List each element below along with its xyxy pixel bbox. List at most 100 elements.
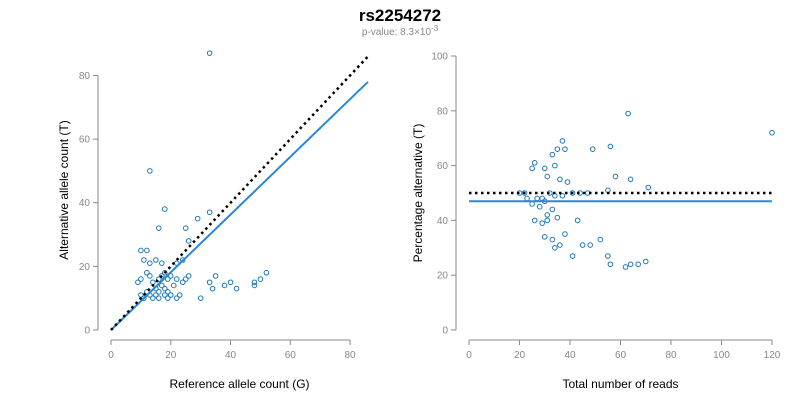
data-point (529, 201, 535, 207)
data-point (164, 289, 171, 295)
data-point (156, 289, 162, 295)
data-point (562, 146, 568, 152)
x-tick-label: 100 (713, 350, 730, 361)
data-point (147, 260, 153, 266)
data-point (167, 292, 174, 298)
subtitle-prefix: p-value: 8.3×10 (362, 27, 432, 38)
y-tick-label: 0 (84, 326, 90, 337)
y-tick-label: 60 (79, 135, 91, 146)
x-tick-label: 60 (285, 350, 297, 361)
data-point (206, 50, 213, 56)
data-point (212, 273, 219, 279)
data-point (531, 160, 538, 166)
data-point (161, 292, 168, 298)
data-point (531, 217, 538, 224)
data-point (597, 236, 604, 243)
data-point (552, 162, 558, 169)
x-tick-label: 80 (665, 350, 677, 361)
data-point (147, 168, 153, 174)
data-point (164, 276, 171, 282)
data-point (627, 261, 634, 268)
x-tick-label: 120 (764, 350, 781, 361)
data-point (554, 146, 561, 152)
data-point (233, 285, 240, 292)
data-point (179, 279, 186, 286)
data-point (173, 276, 180, 282)
data-point (541, 165, 548, 172)
x-tick-label: 80 (345, 350, 357, 361)
data-point (645, 184, 652, 191)
data-point (227, 279, 234, 286)
subtitle-exponent: -3 (431, 24, 439, 33)
y-axis-title: Alternative allele count (T) (57, 120, 71, 259)
data-point (150, 295, 156, 301)
data-point (627, 176, 634, 183)
data-point (544, 173, 551, 180)
data-point (159, 273, 165, 279)
scatter-panel-allele-counts: 0 20 40 60 80 0 20 40 60 80 Reference allele count… (57, 50, 369, 391)
data-point (559, 192, 566, 199)
data-point (159, 260, 165, 266)
data-point (156, 295, 162, 301)
figure-title: rs2254272 (359, 6, 441, 25)
data-point (579, 242, 586, 248)
data-point (549, 206, 556, 213)
y-tick-label: 40 (79, 198, 91, 209)
data-point (569, 190, 576, 196)
data-point (159, 282, 165, 289)
data-point (529, 165, 535, 172)
data-point (257, 276, 264, 282)
data-point (587, 242, 594, 248)
data-point (153, 257, 159, 263)
data-point (574, 217, 581, 224)
data-point (251, 282, 258, 289)
x-axis-title: Total number of reads (562, 377, 678, 391)
data-point (197, 295, 204, 301)
y-tick-label: 100 (431, 52, 448, 63)
data-point (176, 292, 183, 298)
data-point (552, 245, 558, 251)
y-tick-label: 0 (442, 326, 448, 337)
data-point (179, 257, 186, 263)
reference-line (110, 55, 369, 331)
data-point (144, 269, 150, 276)
data-point (138, 247, 144, 254)
data-point (589, 146, 596, 152)
data-point (544, 212, 551, 218)
data-point (221, 282, 228, 289)
data-point (607, 261, 614, 268)
data-point (622, 264, 629, 270)
data-point (185, 238, 192, 244)
data-point (524, 195, 530, 202)
data-point (161, 285, 168, 292)
data-point (612, 173, 619, 180)
y-tick-label: 80 (79, 71, 91, 82)
data-point (263, 269, 270, 276)
data-point (182, 276, 189, 282)
data-point (251, 279, 258, 286)
data-point (161, 269, 168, 276)
data-point (562, 231, 568, 237)
data-point (209, 285, 216, 292)
data-point (544, 217, 551, 224)
y-tick-label: 20 (79, 262, 91, 273)
x-tick-label: 40 (225, 350, 237, 361)
data-point (161, 206, 168, 212)
data-point (539, 220, 546, 226)
x-tick-label: 0 (108, 350, 114, 361)
x-axis-title: Reference allele count (G) (169, 377, 309, 391)
data-point (564, 179, 571, 185)
data-point (185, 273, 192, 279)
data-point (642, 258, 649, 265)
data-point (206, 209, 213, 216)
data-point (147, 273, 153, 279)
data-point (557, 242, 563, 248)
figure-subtitle: p-value: 8.3×10-3 (362, 24, 439, 38)
data-point (635, 261, 641, 268)
data-point (173, 295, 180, 301)
data-point (607, 143, 614, 150)
x-tick-label: 40 (564, 350, 576, 361)
fit-line (110, 81, 369, 331)
